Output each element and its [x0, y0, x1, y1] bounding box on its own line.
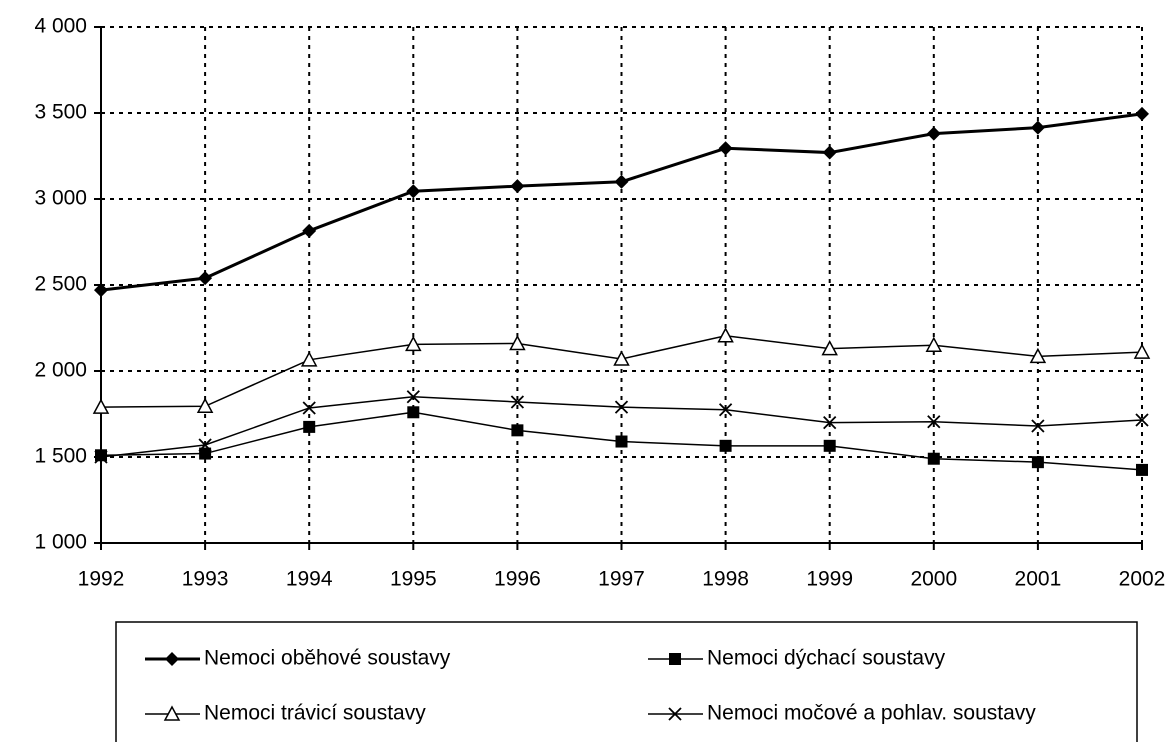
marker	[92, 398, 110, 414]
x-tick-label: 1999	[806, 568, 853, 591]
y-tick-label: 4 000	[34, 15, 87, 38]
marker	[196, 397, 214, 414]
marker	[94, 283, 108, 298]
marker	[719, 439, 732, 452]
marker	[1029, 347, 1047, 364]
marker	[302, 401, 316, 415]
y-tick-label: 2 000	[34, 359, 87, 382]
y-tick-label: 1 500	[34, 445, 87, 468]
marker	[510, 179, 525, 194]
marker	[303, 420, 316, 433]
marker	[1135, 106, 1149, 121]
x-tick-label: 1998	[702, 568, 749, 591]
x-tick-label: 2001	[1015, 568, 1062, 591]
marker	[717, 327, 734, 343]
y-tick-label: 1 000	[34, 531, 87, 554]
x-tick-label: 1992	[78, 568, 125, 591]
y-tick-label: 3 000	[34, 187, 87, 210]
marker	[821, 340, 838, 356]
marker	[407, 406, 420, 419]
marker	[1031, 419, 1045, 433]
marker	[302, 223, 317, 238]
legend-label: Nemoci močové a pohlav. soustavy	[707, 702, 1036, 725]
marker	[1136, 463, 1148, 476]
x-tick-label: 1996	[494, 568, 541, 591]
marker	[199, 447, 212, 460]
marker	[510, 395, 525, 409]
marker	[668, 707, 682, 721]
marker	[822, 145, 837, 160]
x-tick-label: 1997	[598, 568, 645, 591]
legend-label: Nemoci trávicí soustavy	[204, 702, 426, 725]
x-tick-label: 2002	[1119, 568, 1166, 591]
marker	[509, 334, 526, 351]
marker	[927, 415, 941, 429]
y-tick-label: 3 500	[34, 101, 87, 124]
marker	[615, 435, 628, 448]
marker	[163, 705, 181, 721]
x-tick-label: 2000	[910, 568, 957, 591]
marker	[1133, 343, 1151, 359]
marker	[718, 141, 733, 156]
marker	[198, 271, 213, 286]
x-tick-label: 1993	[182, 568, 229, 591]
marker	[823, 415, 837, 430]
marker	[198, 438, 212, 452]
marker	[95, 449, 107, 462]
marker	[926, 126, 941, 141]
x-tick-label: 1994	[286, 568, 333, 591]
marker	[94, 450, 108, 464]
marker	[405, 335, 422, 352]
marker	[614, 400, 629, 414]
marker	[406, 184, 421, 199]
marker	[927, 452, 940, 465]
marker	[614, 174, 629, 189]
legend-label: Nemoci dýchací soustavy	[707, 647, 946, 670]
marker	[300, 351, 318, 367]
marker	[1031, 456, 1044, 469]
legend-box	[115, 621, 1138, 742]
x-tick-label: 1995	[390, 568, 437, 591]
marker	[511, 424, 524, 437]
marker	[718, 403, 733, 417]
marker	[613, 350, 630, 366]
y-tick-label: 2 500	[34, 273, 87, 296]
marker	[823, 439, 836, 452]
marker	[1030, 120, 1045, 135]
legend-label: Nemoci oběhové soustavy	[204, 647, 451, 670]
marker	[1135, 413, 1149, 427]
marker	[925, 336, 943, 352]
marker	[406, 390, 420, 404]
marker	[669, 653, 681, 665]
marker	[165, 652, 179, 666]
